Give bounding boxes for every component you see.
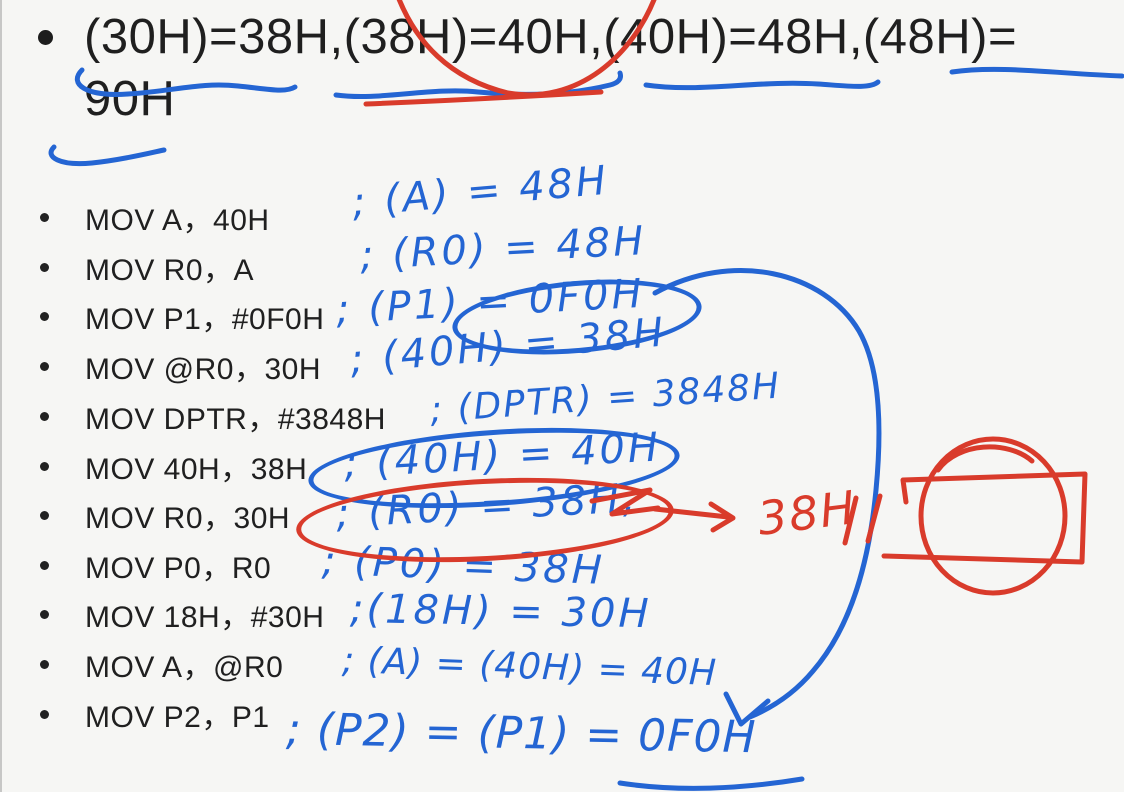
bullet-icon [40, 510, 49, 520]
bullet-icon [40, 709, 49, 719]
bullet-icon [40, 361, 49, 371]
bullet-icon [40, 659, 49, 669]
bullet-icon [38, 30, 53, 45]
instruction-row: MOV P0，R0 [40, 543, 271, 587]
handwritten-comment: ;(18H) = 30H [349, 586, 652, 638]
instruction-row: MOV 18H，#30H [40, 592, 324, 636]
instruction-row: MOV R0，30H [40, 493, 290, 537]
bullet-icon [40, 311, 49, 321]
heading-line2: 90H [84, 72, 176, 126]
instruction-code: MOV A，@R0 [85, 651, 284, 684]
bullet-icon [40, 560, 49, 570]
handwritten-comment: ; (DPTR) = 3848H [428, 365, 783, 431]
heading-memory-preset: (30H)=38H,(38H)=40H,(40H)=48H,(48H)= 90H [84, 6, 1017, 130]
instruction-code: MOV DPTR，#3848H [85, 403, 386, 436]
heading-line1: (30H)=38H,(38H)=40H,(40H)=48H,(48H)= [84, 10, 1018, 64]
red-circle-doodle-retrace [935, 444, 1035, 473]
instruction-row: MOV @R0，30H [40, 344, 321, 388]
red-box-doodle [881, 471, 1088, 565]
instruction-row: MOV P2，P1 [40, 692, 270, 736]
red-circle-doodle [918, 436, 1068, 596]
instruction-code: MOV P1，#0F0H [85, 303, 325, 336]
bullet-icon [40, 212, 49, 222]
handwritten-comment: ; (R0) = 48H [358, 218, 648, 279]
instruction-code: MOV A，40H [85, 204, 270, 237]
instruction-row: MOV A，40H [40, 195, 270, 239]
bullet-icon [40, 411, 49, 421]
bullet-icon [40, 461, 49, 471]
bullet-icon [40, 609, 49, 619]
bullet-icon [40, 262, 49, 272]
left-edge-shadow [0, 0, 2, 792]
instruction-row: MOV DPTR，#3848H [40, 394, 386, 438]
red-pointer-value: 38H [754, 480, 860, 546]
red-arrowhead [708, 501, 736, 533]
instruction-row: MOV R0，A [40, 245, 254, 289]
handwritten-comment: ; (P2) = (P1) = 0F0H [285, 704, 757, 764]
instruction-code: MOV P2，P1 [85, 701, 270, 734]
instruction-code: MOV R0，30H [85, 502, 291, 535]
instruction-row: MOV 40H，38H [40, 444, 307, 488]
instruction-row: MOV A，@R0 [40, 642, 283, 686]
instruction-code: MOV 40H，38H [85, 453, 308, 486]
instruction-code: MOV R0，A [85, 254, 255, 287]
handwritten-comment: ; (A) = 48H [349, 157, 611, 226]
instruction-code: MOV @R0，30H [85, 353, 322, 386]
blue-underline-0f0h [617, 776, 805, 791]
handwritten-comment: ; (A) = (40H) = 40H [341, 640, 718, 695]
instruction-row: MOV P1，#0F0H [40, 294, 324, 338]
blue-underline-90h [48, 144, 167, 167]
instruction-code: MOV P0，R0 [85, 552, 272, 585]
instruction-code: MOV 18H，#30H [85, 601, 325, 634]
